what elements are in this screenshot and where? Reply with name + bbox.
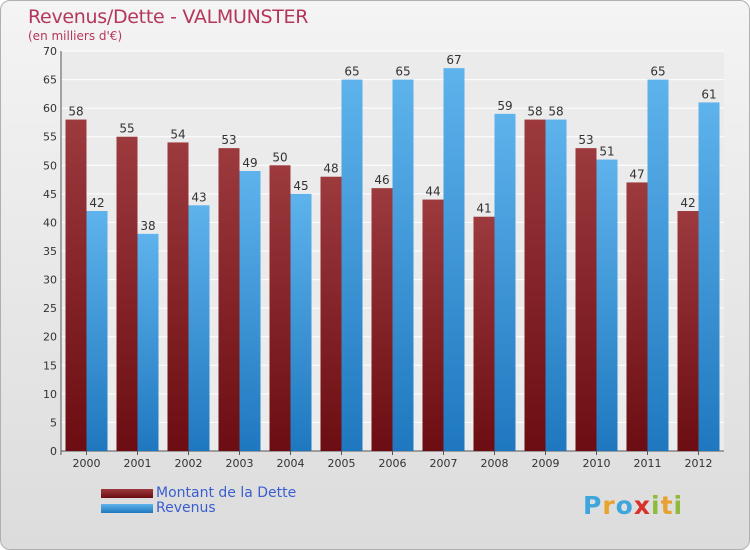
x-tick-label: 2009 bbox=[532, 457, 560, 470]
logo-letter: P bbox=[583, 491, 603, 520]
bar-dette bbox=[371, 188, 393, 451]
data-label-revenus: 51 bbox=[599, 145, 614, 159]
x-tick-label: 2012 bbox=[685, 457, 713, 470]
data-label-dette: 53 bbox=[221, 133, 236, 147]
bar-dette bbox=[218, 148, 240, 451]
bar-revenus bbox=[188, 205, 210, 451]
legend-swatch-dette bbox=[101, 489, 153, 498]
logo-letter: i bbox=[673, 491, 684, 520]
data-label-dette: 46 bbox=[374, 173, 389, 187]
bar-dette bbox=[269, 165, 291, 452]
y-tick-label: 40 bbox=[43, 216, 57, 229]
data-label-dette: 53 bbox=[578, 133, 593, 147]
data-label-dette: 55 bbox=[119, 122, 134, 136]
data-label-revenus: 61 bbox=[701, 87, 716, 101]
y-tick-label: 20 bbox=[43, 331, 57, 344]
data-label-dette: 42 bbox=[680, 196, 695, 210]
chart-subtitle: (en milliers d'€) bbox=[28, 29, 123, 43]
bar-revenus bbox=[341, 79, 363, 452]
y-tick-label: 45 bbox=[43, 188, 57, 201]
bar-revenus bbox=[647, 79, 669, 452]
data-label-dette: 47 bbox=[629, 167, 644, 181]
bar-revenus bbox=[698, 102, 720, 451]
bar-revenus bbox=[86, 211, 108, 451]
data-label-dette: 48 bbox=[323, 162, 338, 176]
bar-dette bbox=[167, 142, 189, 451]
bar-revenus bbox=[545, 119, 567, 452]
legend-label-dette: Montant de la Dette bbox=[156, 485, 297, 501]
data-label-dette: 50 bbox=[272, 150, 287, 164]
data-label-dette: 58 bbox=[527, 105, 542, 119]
x-tick-label: 2001 bbox=[124, 457, 152, 470]
bar-dette bbox=[320, 176, 342, 451]
data-label-revenus: 42 bbox=[89, 196, 104, 210]
logo-letter: t bbox=[660, 491, 674, 520]
y-tick-label: 10 bbox=[43, 388, 57, 401]
y-tick-label: 35 bbox=[43, 245, 57, 258]
bar-revenus bbox=[239, 171, 261, 451]
data-label-revenus: 45 bbox=[293, 179, 308, 193]
y-tick-label: 0 bbox=[50, 445, 57, 458]
bar-dette bbox=[524, 119, 546, 452]
bar-dette bbox=[65, 119, 87, 452]
y-tick-label: 5 bbox=[50, 416, 57, 429]
y-tick-label: 15 bbox=[43, 359, 57, 372]
x-tick-label: 2000 bbox=[73, 457, 101, 470]
y-tick-label: 30 bbox=[43, 274, 57, 287]
logo-letter: i bbox=[651, 491, 661, 520]
x-tick-label: 2002 bbox=[175, 457, 203, 470]
chart-title: Revenus/Dette - VALMUNSTER bbox=[28, 6, 309, 28]
data-label-revenus: 38 bbox=[140, 219, 155, 233]
logo-letter: o bbox=[615, 491, 634, 520]
y-tick-label: 65 bbox=[43, 74, 57, 87]
proxiti-logo: Proxiti bbox=[583, 491, 683, 520]
bar-revenus bbox=[443, 68, 465, 452]
data-label-revenus: 65 bbox=[395, 65, 410, 79]
data-label-revenus: 67 bbox=[446, 53, 461, 67]
x-tick-label: 2006 bbox=[379, 457, 407, 470]
bar-revenus bbox=[392, 79, 414, 452]
y-tick-label: 25 bbox=[43, 302, 57, 315]
y-tick-label: 70 bbox=[43, 45, 57, 58]
x-tick-label: 2008 bbox=[481, 457, 509, 470]
bar-dette bbox=[422, 199, 444, 451]
y-tick-label: 50 bbox=[43, 159, 57, 172]
data-label-dette: 44 bbox=[425, 185, 440, 199]
data-label-dette: 54 bbox=[170, 127, 185, 141]
data-label-dette: 58 bbox=[68, 105, 83, 119]
bar-dette bbox=[473, 216, 495, 451]
bar-revenus bbox=[596, 159, 618, 452]
x-tick-label: 2007 bbox=[430, 457, 458, 470]
x-tick-label: 2011 bbox=[634, 457, 662, 470]
y-tick-label: 55 bbox=[43, 131, 57, 144]
x-tick-label: 2003 bbox=[226, 457, 254, 470]
logo-letter: x bbox=[633, 491, 651, 520]
data-label-dette: 41 bbox=[476, 202, 491, 216]
x-tick-label: 2010 bbox=[583, 457, 611, 470]
data-label-revenus: 49 bbox=[242, 156, 257, 170]
bar-dette bbox=[575, 148, 597, 451]
legend-label-revenus: Revenus bbox=[156, 500, 216, 516]
data-label-revenus: 65 bbox=[650, 65, 665, 79]
legend-swatch-revenus bbox=[101, 504, 153, 513]
bar-revenus bbox=[494, 113, 516, 451]
data-label-revenus: 65 bbox=[344, 65, 359, 79]
x-tick-label: 2004 bbox=[277, 457, 305, 470]
y-tick-label: 60 bbox=[43, 102, 57, 115]
data-label-revenus: 58 bbox=[548, 105, 563, 119]
bar-dette bbox=[677, 211, 699, 451]
bar-dette bbox=[116, 136, 138, 451]
logo-letter: r bbox=[602, 491, 616, 520]
data-label-revenus: 43 bbox=[191, 190, 206, 204]
bar-dette bbox=[626, 182, 648, 451]
bar-revenus bbox=[290, 193, 312, 451]
x-tick-label: 2005 bbox=[328, 457, 356, 470]
bar-revenus bbox=[137, 233, 159, 451]
data-label-revenus: 59 bbox=[497, 99, 512, 113]
